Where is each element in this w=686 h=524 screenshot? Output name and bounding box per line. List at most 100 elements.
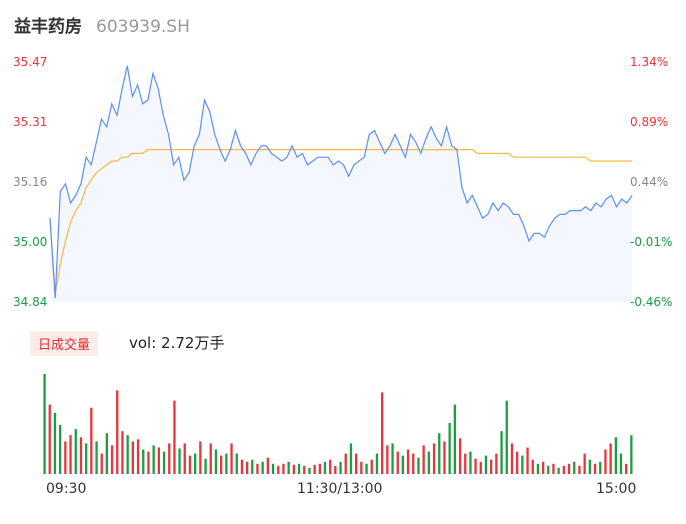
- volume-bar: [303, 465, 306, 474]
- volume-bar: [443, 441, 446, 474]
- volume-bar: [126, 435, 129, 474]
- volume-bar: [526, 447, 529, 474]
- volume-bar: [609, 443, 612, 474]
- volume-bar: [349, 443, 353, 474]
- volume-bar: [458, 438, 462, 474]
- volume-bar: [396, 451, 399, 474]
- volume-bar: [256, 463, 259, 474]
- volume-bar: [427, 451, 430, 474]
- volume-bar: [547, 465, 550, 474]
- volume-bar: [297, 463, 301, 474]
- y-pct-label-0: 1.34%: [630, 55, 669, 69]
- volume-bar: [500, 431, 503, 474]
- volume-bar: [365, 463, 368, 474]
- volume-bar: [235, 453, 238, 474]
- volume-bar: [505, 400, 508, 474]
- volume-bar: [406, 449, 410, 474]
- volume-bar: [136, 439, 140, 474]
- volume-bar: [422, 445, 425, 474]
- volume-bar: [604, 449, 607, 474]
- volume-bar: [53, 412, 57, 474]
- volume-bar: [282, 463, 285, 474]
- volume-bar: [240, 459, 244, 474]
- y-tick-label-2: 35.16: [13, 175, 48, 189]
- volume-bar: [614, 437, 617, 474]
- volume-bar: [619, 453, 623, 474]
- volume-bar: [157, 447, 160, 474]
- volume-bar: [474, 458, 477, 474]
- volume-bar: [188, 455, 192, 474]
- volume-bar: [370, 459, 373, 474]
- stock-name: 益丰药房: [14, 17, 82, 37]
- price-area: [50, 65, 632, 302]
- volume-bar: [277, 465, 280, 474]
- volume-bar: [79, 437, 83, 474]
- price-line: [49, 65, 633, 299]
- volume-bar: [536, 463, 540, 474]
- volume-bar: [453, 404, 456, 474]
- volume-bar: [401, 455, 404, 474]
- x-tick-label-open: 09:30: [46, 481, 87, 497]
- volume-bar: [178, 448, 181, 474]
- volume-bar: [432, 443, 436, 474]
- volume-bar: [438, 433, 441, 474]
- y-tick-label-0: 35.47: [13, 55, 48, 69]
- volume-bar: [448, 423, 451, 474]
- volume-bar: [214, 449, 218, 474]
- volume-bar: [74, 429, 77, 474]
- volume-bar: [220, 455, 223, 474]
- volume-bar: [562, 465, 565, 474]
- volume-bar: [261, 461, 264, 474]
- volume-bar: [583, 453, 586, 474]
- volume-bar: [360, 461, 363, 474]
- volume-bar: [246, 461, 249, 474]
- x-tick-label-close: 15:00: [596, 481, 637, 497]
- y-pct-label-4: -0.46%: [630, 295, 673, 309]
- volume-bar: [625, 463, 628, 474]
- volume-bar: [225, 453, 228, 474]
- average-price-line: [49, 149, 632, 295]
- volume-bar: [630, 435, 633, 474]
- volume-bar: [381, 392, 384, 474]
- volume-bar: [43, 374, 46, 474]
- volume-bar: [131, 441, 134, 474]
- volume-bar: [100, 453, 103, 474]
- volume-bar: [69, 435, 72, 474]
- volume-bar: [95, 441, 98, 474]
- volume-bar: [287, 461, 290, 474]
- volume-bar: [168, 443, 171, 474]
- y-pct-label-2: 0.44%: [630, 175, 669, 189]
- stock-header: 益丰药房 603939.SH: [14, 12, 190, 40]
- volume-bar: [64, 441, 67, 474]
- volume-bar: [593, 463, 597, 474]
- volume-bar: [251, 459, 254, 474]
- volume-bar: [59, 425, 62, 474]
- stock-code: 603939.SH: [96, 17, 190, 37]
- volume-bar: [391, 443, 394, 474]
- volume-bar: [557, 467, 560, 474]
- volume-bar: [469, 451, 472, 474]
- volume-bar: [271, 463, 275, 474]
- y-pct-label-3: -0.01%: [630, 235, 673, 249]
- volume-bar: [85, 443, 88, 474]
- volume-bar: [173, 400, 176, 474]
- volume-bar: [183, 443, 186, 474]
- volume-bar: [355, 453, 358, 474]
- x-tick-label-midday: 11:30/13:00: [297, 481, 383, 497]
- volume-bar: [194, 453, 197, 474]
- volume-bar: [412, 453, 415, 474]
- volume-bar: [142, 449, 145, 474]
- volume-bar: [552, 463, 555, 474]
- volume-bar: [510, 443, 514, 474]
- y-tick-label-3: 35.00: [13, 235, 48, 249]
- volume-bar: [318, 463, 321, 474]
- volume-bar: [490, 459, 493, 474]
- volume-bar: [48, 404, 51, 474]
- volume-text: vol: 2.72万手: [129, 334, 225, 352]
- y-pct-label-1: 0.89%: [630, 115, 669, 129]
- volume-bar: [344, 453, 347, 474]
- volume-bar: [199, 441, 202, 474]
- volume-bar: [599, 461, 602, 474]
- volume-bar: [323, 461, 327, 474]
- volume-bar: [479, 461, 482, 474]
